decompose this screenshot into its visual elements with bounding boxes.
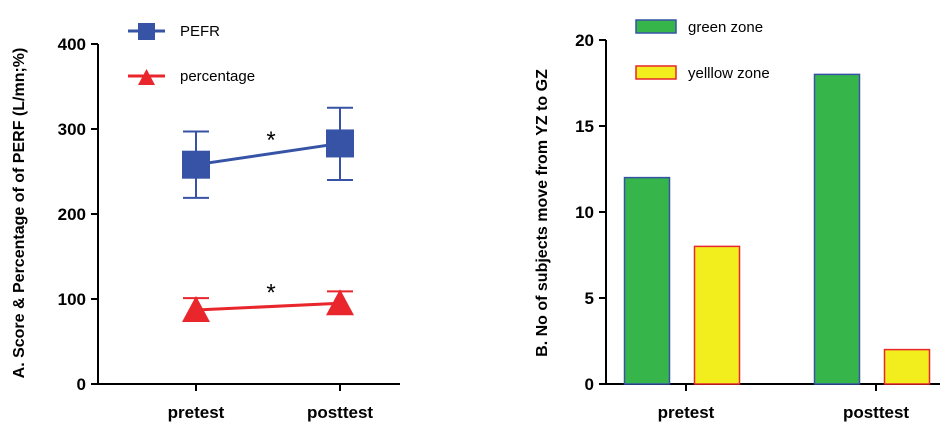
chart-b-x-tick-label: pretest <box>658 403 715 422</box>
legend-pefr-marker <box>138 23 155 40</box>
chart-b-bar <box>883 348 931 385</box>
chart-a-y-tick-label: 400 <box>58 35 86 54</box>
chart-a-significance-star: * <box>266 280 275 307</box>
chart-b-legend: green zone yelllow zone <box>635 19 770 82</box>
chart-b-bar <box>693 245 741 385</box>
chart-a-point <box>326 289 354 316</box>
chart-a-series-line <box>195 141 341 167</box>
chart-a-axes: 0 100 200 300 400 pretest posttest <box>58 35 400 422</box>
legend-yellow-zone-swatch <box>635 65 677 80</box>
chart-b-y-tick-label: 0 <box>585 375 594 394</box>
legend-percentage-label: percentage <box>180 68 255 85</box>
chart-a-point <box>182 296 210 323</box>
chart-b-y-tick-label: 10 <box>575 203 594 222</box>
chart-a-y-tick-label: 100 <box>58 290 86 309</box>
chart-b-axes: 0 5 10 15 20 pretest posttest <box>575 31 940 422</box>
chart-a-y-tick-label: 0 <box>77 375 86 394</box>
chart-b-marks <box>623 73 931 385</box>
chart-b-y-tick-label: 5 <box>585 289 594 308</box>
chart-b-y-tick-label: 15 <box>575 117 594 136</box>
chart-a-point <box>326 129 354 158</box>
legend-yellow-zone-label: yelllow zone <box>688 65 770 82</box>
chart-b-y-tick-label: 20 <box>575 31 594 50</box>
chart-a-marks: ** <box>182 106 354 323</box>
chart-a-point <box>182 150 210 179</box>
legend-pefr-label: PEFR <box>180 23 220 40</box>
legend-green-zone-swatch <box>635 19 677 34</box>
chart-b-bar <box>623 176 671 385</box>
chart-b: 0 5 10 15 20 pretest posttest green zone yelll… <box>534 19 940 422</box>
chart-a-legend: PEFR percentage <box>128 23 255 85</box>
legend-green-zone-label: green zone <box>688 19 763 36</box>
legend-percentage-marker <box>138 69 155 85</box>
chart-a-significance-star: * <box>266 127 275 154</box>
chart-a-y-tick-label: 300 <box>58 120 86 139</box>
chart-b-y-axis-label: B. No of subjects move from YZ to GZ <box>534 69 551 357</box>
chart-a-y-axis-label: A. Score & Percentage of of PERF (L/mn;%… <box>11 48 28 379</box>
chart-a-x-tick-label: posttest <box>307 403 373 422</box>
chart-b-x-tick-label: posttest <box>843 403 909 422</box>
chart-a-x-tick-label: pretest <box>168 403 225 422</box>
chart-a-series-line <box>195 301 341 312</box>
chart-a-y-tick-label: 200 <box>58 205 86 224</box>
chart-b-bar <box>813 73 861 385</box>
